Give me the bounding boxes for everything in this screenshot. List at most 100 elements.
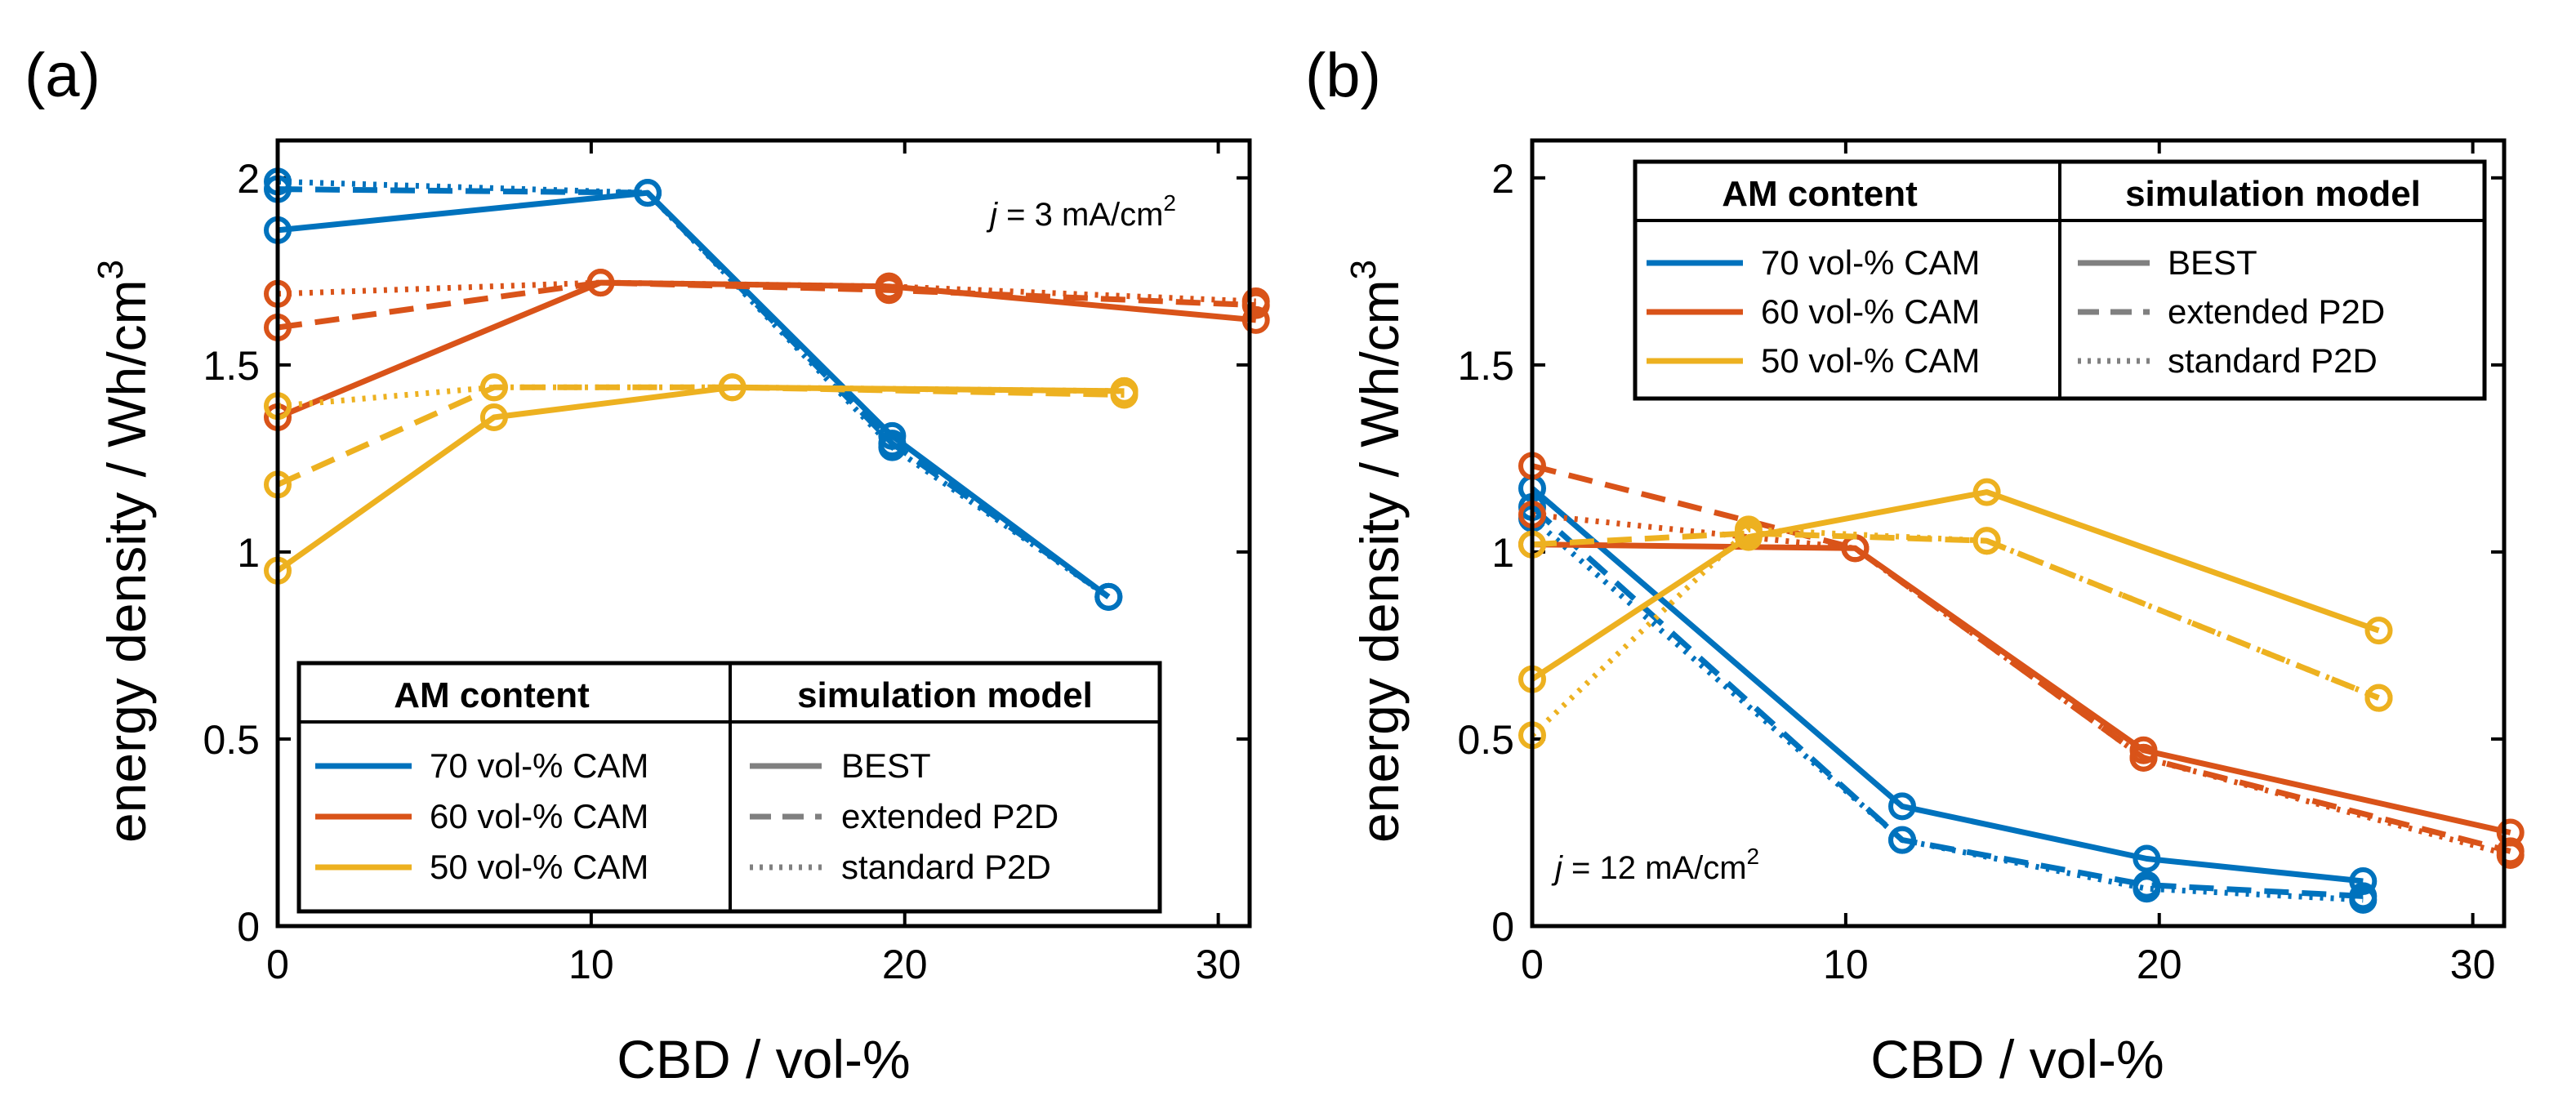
panel-b-point-70-vol-cam-standard-p2d xyxy=(2349,885,2378,914)
panel-b-legend-label-best: BEST xyxy=(2168,243,2257,282)
panel-b-series-70-vol-cam-best xyxy=(1530,486,2364,884)
panel-b-y-tick-label: 0 xyxy=(1491,904,1514,950)
panel-b-x-tick-label: 0 xyxy=(1521,942,1544,987)
panel-a-legend: AM content simulation model 70 vol-% CAM… xyxy=(296,661,1162,914)
panel-a-legend-header-am: AM content xyxy=(394,675,590,715)
panel-a-label: (a) xyxy=(25,41,100,110)
panel-b-label: (b) xyxy=(1305,41,1381,110)
panel-b-point-50-vol-cam-standard-p2d xyxy=(2364,684,2393,712)
panel-a-legend-label-extended: extended P2D xyxy=(841,797,1058,835)
panel-b-point-50-vol-cam-standard-p2d xyxy=(1972,527,2001,555)
panel-a-legend-label-standard: standard P2D xyxy=(841,848,1051,886)
panel-a-point-70-vol-cam-standard-p2d xyxy=(1094,582,1123,611)
svg-text:energy density / Wh/cm3: energy density / Wh/cm3 xyxy=(91,260,157,843)
panel-a-point-60-vol-cam-standard-p2d xyxy=(1241,287,1270,315)
panel-b-y-tick-label: 0.5 xyxy=(1457,717,1514,763)
panel-b: (b) energy density / Wh/cm3 CBD / vol-% … xyxy=(1305,41,2525,1089)
panel-b-x-tick-label: 10 xyxy=(1823,942,1869,987)
panel-b-series xyxy=(1518,452,2525,914)
panel-b-series-60-vol-cam-best xyxy=(1531,541,2511,835)
panel-a-series-70-vol-cam-extended-p2d xyxy=(277,186,1111,599)
panel-a-point-50-vol-cam-standard-p2d xyxy=(479,373,508,402)
panel-a-point-50-vol-cam-standard-p2d xyxy=(1110,376,1139,405)
panel-b-legend-header-am: AM content xyxy=(1722,174,1918,214)
panel-a-legend-label-60: 60 vol-% CAM xyxy=(430,797,648,835)
panel-b-ticks: 0 10 20 30 0 0.5 1 1.5 2 xyxy=(1457,140,2504,987)
panel-a-legend-label-best: BEST xyxy=(841,746,931,785)
panel-b-current-density-symbol: j xyxy=(1551,850,1563,886)
panel-b-series-60-vol-cam-standard-p2d xyxy=(1531,511,2511,858)
panel-b-point-50-vol-cam-best xyxy=(2364,617,2393,645)
panel-b-point-50-vol-cam-best xyxy=(1972,478,2001,506)
panel-b-current-density-value: = 12 mA/cm xyxy=(1562,850,1747,886)
panel-a-y-tick-label: 0 xyxy=(237,904,260,950)
panel-a-legend-label-70: 70 vol-% CAM xyxy=(430,746,648,785)
panel-b-series-70-vol-cam-extended-p2d xyxy=(1530,505,2364,899)
panel-b-series-50-vol-cam-standard-p2d xyxy=(1530,526,2380,737)
panel-b-y-axis-label: energy density / Wh/cm xyxy=(1349,279,1410,843)
panel-a-point-70-vol-cam-standard-p2d xyxy=(878,433,907,461)
panel-b-current-density: j = 12 mA/cm2 xyxy=(1551,844,1759,886)
panel-a-point-60-vol-cam-standard-p2d xyxy=(586,269,615,297)
panel-a-current-density-symbol: j xyxy=(986,197,998,233)
panel-b-y-axis-sup: 3 xyxy=(1344,260,1384,279)
panel-b-point-60-vol-cam-standard-p2d xyxy=(2129,743,2158,772)
panel-a-y-tick-label: 1 xyxy=(237,530,260,576)
panel-a-y-axis-title: energy density / Wh/cm3 xyxy=(91,260,157,843)
panel-a-series-50-vol-cam-standard-p2d xyxy=(277,384,1125,409)
panel-b-point-70-vol-cam-best xyxy=(1888,792,1916,821)
panel-b-y-axis-title: energy density / Wh/cm3 xyxy=(1344,260,1410,843)
panel-a-y-tick-label: 1.5 xyxy=(203,343,260,389)
panel-a: (a) energy density / Wh/cm3 CBD / vol-% … xyxy=(25,41,1270,1089)
panel-b-legend-label-extended: extended P2D xyxy=(2168,292,2385,331)
panel-b-plot-frame xyxy=(1530,138,2507,929)
panel-b-point-70-vol-cam-best xyxy=(2133,844,2161,873)
panel-a-legend-label-50: 50 vol-% CAM xyxy=(430,848,648,886)
panel-b-legend-label-60: 60 vol-% CAM xyxy=(1761,292,1980,331)
panel-b-series-60-vol-cam-extended-p2d xyxy=(1531,463,2511,854)
svg-text:energy density / Wh/cm3: energy density / Wh/cm3 xyxy=(1344,260,1410,843)
panel-a-point-70-vol-cam-standard-p2d xyxy=(634,179,662,207)
panel-b-legend-header-model: simulation model xyxy=(2125,174,2421,214)
panel-b-point-70-vol-cam-standard-p2d xyxy=(1888,826,1916,854)
panel-a-point-50-vol-cam-standard-p2d xyxy=(718,373,747,402)
panel-a-point-60-vol-cam-standard-p2d xyxy=(875,272,903,301)
panel-b-x-axis-label: CBD / vol-% xyxy=(1870,1029,2164,1089)
panel-a-current-density-sup: 2 xyxy=(1163,190,1176,216)
panel-b-current-density-sup: 2 xyxy=(1747,844,1760,869)
panel-a-series-50-vol-cam-best xyxy=(275,384,1125,573)
panel-a-current-density-value: = 3 mA/cm xyxy=(997,197,1163,233)
panel-b-point-60-vol-cam-standard-p2d xyxy=(2496,841,2525,869)
panel-b-legend-label-50: 50 vol-% CAM xyxy=(1761,341,1980,380)
panel-a-point-60-vol-cam-best xyxy=(1241,305,1270,334)
panel-b-y-tick-label: 1.5 xyxy=(1457,343,1514,389)
panel-b-x-tick-label: 30 xyxy=(2450,942,2496,987)
panel-a-series-60-vol-cam-standard-p2d xyxy=(277,279,1256,305)
panel-a-x-tick-label: 20 xyxy=(882,942,928,987)
panel-a-y-axis-label: energy density / Wh/cm xyxy=(96,279,157,843)
panel-a-plot-frame xyxy=(275,138,1252,929)
panel-a-series-50-vol-cam-extended-p2d xyxy=(276,384,1125,488)
panel-a-y-tick-label: 0.5 xyxy=(203,717,260,763)
panel-a-current-density: j = 3 mA/cm2 xyxy=(986,190,1176,233)
panel-a-y-tick-label: 2 xyxy=(237,156,260,202)
panel-a-ticks: 0 10 20 30 0 0.5 1 1.5 2 xyxy=(203,140,1250,987)
panel-b-x-tick-label: 20 xyxy=(2137,942,2182,987)
panel-a-x-axis-label: CBD / vol-% xyxy=(617,1029,910,1089)
panel-a-series-60-vol-cam-best xyxy=(276,279,1257,421)
panel-a-x-tick-label: 0 xyxy=(266,942,289,987)
panel-a-x-tick-label: 30 xyxy=(1196,942,1241,987)
panel-a-y-axis-sup: 3 xyxy=(91,260,131,279)
panel-a-series xyxy=(264,167,1270,611)
panel-b-y-tick-label: 2 xyxy=(1491,156,1514,202)
panel-b-y-tick-label: 1 xyxy=(1491,530,1514,576)
panel-b-point-50-vol-cam-standard-p2d xyxy=(1734,515,1763,544)
panel-b-series-50-vol-cam-best xyxy=(1531,489,2380,682)
panel-b-series-70-vol-cam-standard-p2d xyxy=(1530,516,2364,903)
panel-b-legend-label-70: 70 vol-% CAM xyxy=(1761,243,1980,282)
panel-a-point-50-vol-cam-best xyxy=(479,403,508,431)
panel-b-point-70-vol-cam-standard-p2d xyxy=(2133,875,2161,903)
panel-a-legend-header-model: simulation model xyxy=(797,675,1093,715)
panel-b-legend: AM content simulation model 70 vol-% CAM… xyxy=(1633,159,2487,401)
